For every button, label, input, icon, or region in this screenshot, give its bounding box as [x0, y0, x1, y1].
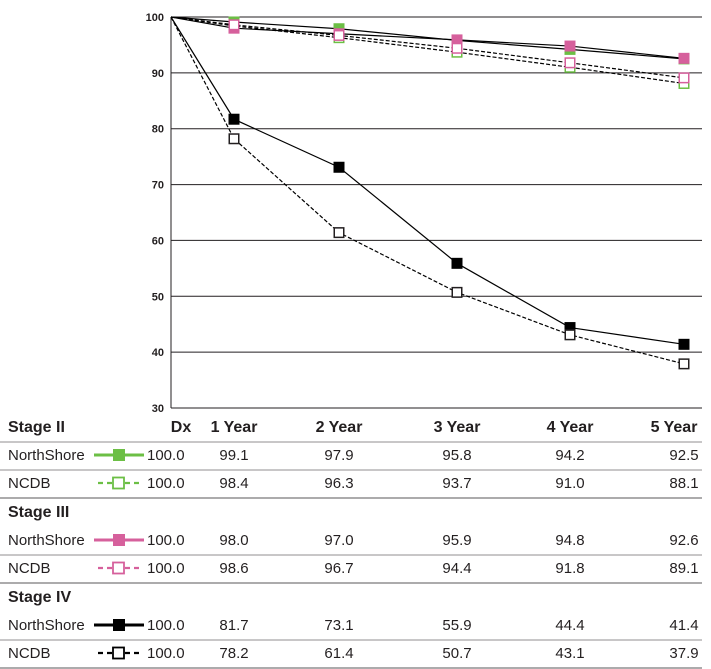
cell-stage-iv-ncdb-1-year: 78.2 [219, 645, 248, 662]
cell-stage-iv-ncdb-5-year: 37.9 [669, 645, 698, 662]
marker-stage-iii-ncdb-5-year [678, 72, 690, 84]
cell-stage-ii-northshore-dx: 100.0 [147, 447, 185, 464]
marker-stage-iv-ncdb-2-year [333, 227, 345, 239]
marker-stage-iv-ncdb-3-year [451, 286, 463, 298]
row-label-stage-ii-northshore: NorthShore [8, 447, 85, 464]
cell-stage-iii-northshore-dx: 100.0 [147, 532, 185, 549]
cell-stage-ii-northshore-3-year: 95.8 [442, 447, 471, 464]
cell-stage-iii-ncdb-1-year: 98.6 [219, 560, 248, 577]
cell-stage-iii-northshore-2-year: 97.0 [324, 532, 353, 549]
cell-stage-iii-ncdb-dx: 100.0 [147, 560, 185, 577]
cell-stage-ii-northshore-4-year: 94.2 [555, 447, 584, 464]
cell-stage-iii-ncdb-5-year: 89.1 [669, 560, 698, 577]
legend-marker-stage-ii-ncdb [112, 476, 125, 490]
cell-stage-ii-northshore-5-year: 92.5 [669, 447, 698, 464]
cell-stage-iii-northshore-1-year: 98.0 [219, 532, 248, 549]
cell-stage-iv-northshore-5-year: 41.4 [669, 617, 698, 634]
row-label-stage-iii-ncdb: NCDB [8, 560, 51, 577]
marker-stage-iii-northshore-5-year [678, 52, 690, 64]
y-tick-40: 40 [152, 347, 164, 359]
legend-marker-stage-iv-northshore [113, 619, 125, 631]
header-3-year: 3 Year [434, 419, 481, 436]
legend-marker-stage-iv-ncdb [112, 646, 125, 660]
header-2-year: 2 Year [316, 419, 363, 436]
cell-stage-iv-northshore-3-year: 55.9 [442, 617, 471, 634]
cell-stage-iv-northshore-1-year: 81.7 [219, 617, 248, 634]
marker-stage-iii-northshore-3-year [451, 34, 463, 46]
cell-stage-ii-ncdb-5-year: 88.1 [669, 475, 698, 492]
cell-stage-iv-ncdb-2-year: 61.4 [324, 645, 353, 662]
y-tick-100: 100 [146, 12, 164, 24]
line-stage-ii-northshore [170, 16, 685, 60]
stage-label-stage-iv: Stage IV [8, 589, 71, 606]
line-stage-iii-ncdb [170, 16, 685, 79]
cell-stage-iii-ncdb-2-year: 96.7 [324, 560, 353, 577]
marker-stage-iii-ncdb-4-year [564, 57, 576, 69]
y-tick-60: 60 [152, 235, 164, 247]
cell-stage-iv-ncdb-dx: 100.0 [147, 645, 185, 662]
marker-stage-iv-northshore-4-year [564, 322, 576, 334]
header-dx: Dx [171, 419, 192, 436]
marker-stage-iv-ncdb-4-year [564, 329, 576, 341]
line-stage-ii-ncdb [170, 16, 685, 85]
row-label-stage-iii-northshore: NorthShore [8, 532, 85, 549]
row-label-stage-iv-ncdb: NCDB [8, 645, 51, 662]
cell-stage-iii-northshore-3-year: 95.9 [442, 532, 471, 549]
row-label-stage-ii-ncdb: NCDB [8, 475, 51, 492]
cell-stage-iv-northshore-2-year: 73.1 [324, 617, 353, 634]
cell-stage-iv-ncdb-4-year: 43.1 [555, 645, 584, 662]
cell-stage-ii-ncdb-2-year: 96.3 [324, 475, 353, 492]
row-label-stage-iv-northshore: NorthShore [8, 617, 85, 634]
line-stage-iii-northshore [170, 16, 685, 59]
line-stage-iv-northshore [170, 16, 685, 345]
series-markers [228, 16, 690, 370]
marker-stage-iii-ncdb-1-year [228, 19, 240, 31]
y-tick-80: 80 [152, 124, 164, 136]
y-axis-ticks: 30 40 50 60 70 80 90 100 [146, 12, 164, 415]
header-1-year: 1 Year [211, 419, 258, 436]
y-tick-90: 90 [152, 68, 164, 80]
marker-stage-iii-ncdb-3-year [451, 42, 463, 54]
cell-stage-ii-northshore-1-year: 99.1 [219, 447, 248, 464]
header-4-year: 4 Year [547, 419, 594, 436]
stage-label-stage-iii: Stage III [8, 504, 69, 521]
header-5-year: 5 Year [651, 419, 698, 436]
cell-stage-ii-ncdb-3-year: 93.7 [442, 475, 471, 492]
cell-stage-iii-northshore-5-year: 92.6 [669, 532, 698, 549]
cell-stage-iii-ncdb-4-year: 91.8 [555, 560, 584, 577]
data-table: Dx 1 Year 2 Year 3 Year 4 Year 5 Year Stage II… [0, 419, 702, 669]
cell-stage-ii-ncdb-4-year: 91.0 [555, 475, 584, 492]
legend-marker-stage-iii-northshore [113, 534, 125, 546]
legend-marker-stage-iii-ncdb [112, 561, 125, 575]
marker-stage-iv-ncdb-1-year [228, 133, 240, 145]
marker-stage-iv-northshore-2-year [333, 161, 345, 173]
marker-stage-iv-ncdb-5-year [678, 358, 690, 370]
line-stage-iv-ncdb [170, 16, 685, 365]
cell-stage-iii-ncdb-3-year: 94.4 [442, 560, 471, 577]
y-tick-70: 70 [152, 180, 164, 192]
cell-stage-iii-northshore-4-year: 94.8 [555, 532, 584, 549]
stage-label-stage-ii: Stage II [8, 419, 65, 436]
cell-stage-ii-northshore-2-year: 97.9 [324, 447, 353, 464]
marker-stage-iv-northshore-1-year [228, 113, 240, 125]
cell-stage-ii-ncdb-1-year: 98.4 [219, 475, 248, 492]
marker-stage-iii-northshore-4-year [564, 40, 576, 52]
y-tick-30: 30 [152, 403, 164, 415]
marker-stage-iv-northshore-5-year [678, 338, 690, 350]
series-lines [170, 16, 685, 365]
cell-stage-iv-northshore-dx: 100.0 [147, 617, 185, 634]
gridlines [170, 16, 702, 409]
legend-marker-stage-ii-northshore [113, 449, 125, 461]
marker-stage-iii-ncdb-2-year [333, 29, 345, 41]
cell-stage-iv-northshore-4-year: 44.4 [555, 617, 584, 634]
marker-stage-iv-northshore-3-year [451, 257, 463, 269]
cell-stage-iv-ncdb-3-year: 50.7 [442, 645, 471, 662]
cell-stage-ii-ncdb-dx: 100.0 [147, 475, 185, 492]
y-tick-50: 50 [152, 291, 164, 303]
